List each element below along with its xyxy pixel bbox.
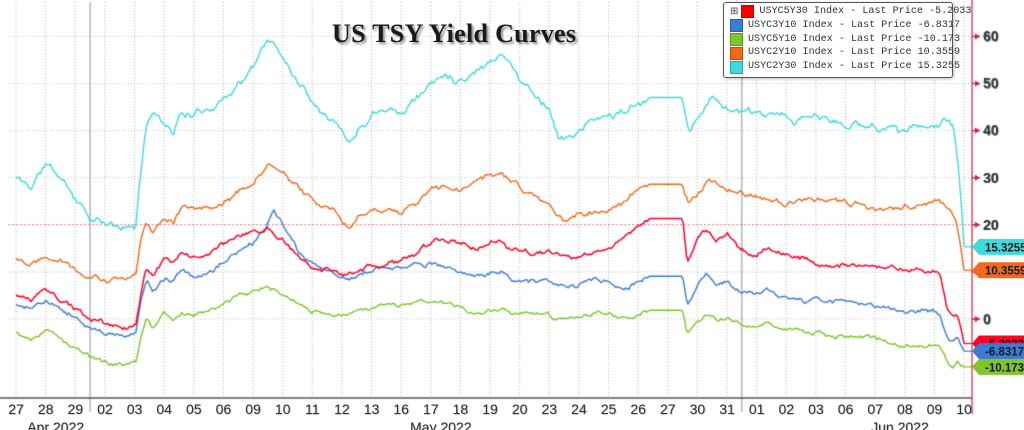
svg-text:-10.173: -10.173 <box>985 362 1024 374</box>
svg-text:15.3255: 15.3255 <box>985 242 1024 254</box>
svg-text:-6.8317: -6.8317 <box>985 347 1024 359</box>
svg-text:10.3559: 10.3559 <box>985 266 1024 278</box>
